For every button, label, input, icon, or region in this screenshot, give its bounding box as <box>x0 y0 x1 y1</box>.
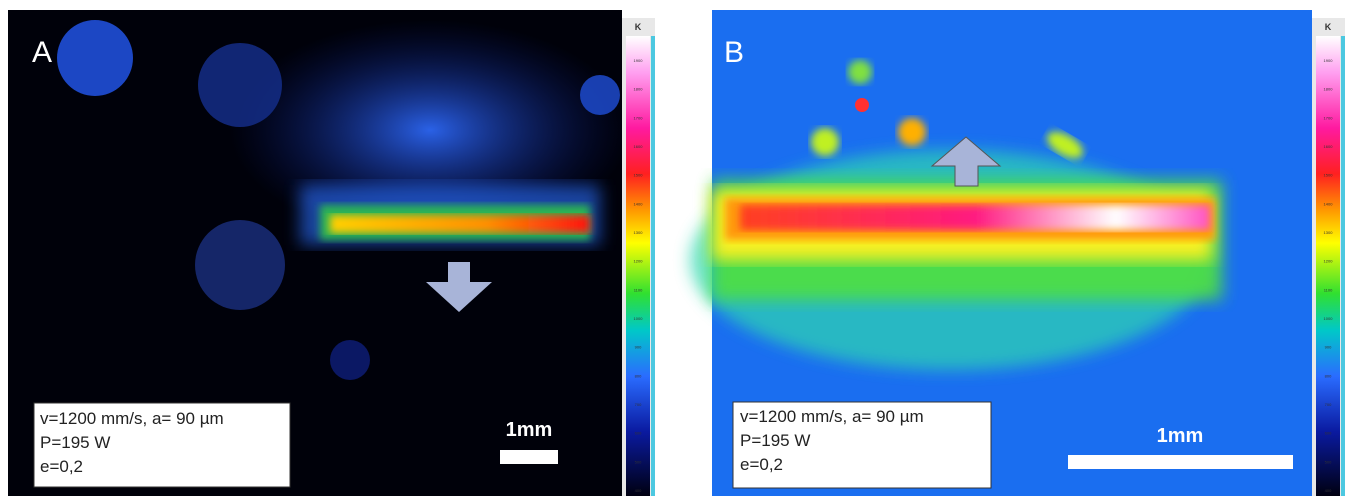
info-line: P=195 W <box>40 433 110 452</box>
panel-a <box>8 10 655 496</box>
arrow <box>426 262 492 312</box>
scale-label: 1mm <box>1157 425 1204 447</box>
colorbar-tick: 800 <box>635 373 642 378</box>
colorbar-tick: 900 <box>1325 345 1332 350</box>
info-line: v=1200 mm/s, a= 90 µm <box>740 407 924 426</box>
colorbar-tick: 1000 <box>1324 316 1334 321</box>
colorbar-tick: 900 <box>635 345 642 350</box>
colorbar-tick: 400 <box>635 488 642 493</box>
colorbar-tick: 600 <box>1325 431 1332 436</box>
colorbar-tick: 1700 <box>634 115 644 120</box>
colorbar-tick: 1200 <box>634 259 644 264</box>
colorbar-tick: 1200 <box>1324 259 1334 264</box>
colorbar-tick: 800 <box>1325 373 1332 378</box>
colorbar-tick: 1800 <box>1324 87 1334 92</box>
colorbar-tick: 1300 <box>1324 230 1334 235</box>
info-line: e=0,2 <box>40 457 83 476</box>
colorbar-tick: 500 <box>635 459 642 464</box>
particle <box>195 220 285 310</box>
scale-bar <box>500 450 558 464</box>
colorbar-unit: K <box>1325 22 1332 32</box>
colorbar-tick: 1100 <box>1324 287 1333 292</box>
colorbar-tick: 1600 <box>634 144 644 149</box>
info-box <box>732 401 992 489</box>
scale-bar <box>1068 455 1293 469</box>
colorbar-tick: 500 <box>1325 459 1332 464</box>
colorbar-tick: 1700 <box>1324 115 1334 120</box>
colorbar-tick: 400 <box>1325 488 1332 493</box>
colorbar-tick: 700 <box>1325 402 1332 407</box>
particle <box>57 20 133 96</box>
colorbar-tick: 1600 <box>1324 144 1334 149</box>
panel-label: B <box>724 36 744 69</box>
particle <box>580 75 620 115</box>
melt-track <box>740 205 1210 230</box>
colorbar-tick: 1900 <box>634 58 644 63</box>
colorbar-tick: 1100 <box>634 287 643 292</box>
info-line: v=1200 mm/s, a= 90 µm <box>40 409 224 428</box>
colorbar-edge <box>651 36 655 496</box>
particle <box>898 118 926 146</box>
info-line: e=0,2 <box>740 455 783 474</box>
colorbar-tick: 1000 <box>634 316 644 321</box>
panel-label: A <box>32 36 52 69</box>
scale-label: 1mm <box>506 419 553 441</box>
particle <box>811 128 839 156</box>
colorbar-tick: 1500 <box>1324 173 1334 178</box>
colorbar-tick: 1900 <box>1324 58 1334 63</box>
particle <box>855 98 869 112</box>
panel-b <box>690 10 1345 496</box>
colorbar-tick: 1400 <box>634 201 644 206</box>
info-box <box>33 402 291 488</box>
colorbar <box>626 36 650 496</box>
colorbar-tick: 700 <box>635 402 642 407</box>
colorbar-unit: K <box>635 22 642 32</box>
melt-track <box>330 215 590 233</box>
particle <box>198 43 282 127</box>
colorbar-tick: 600 <box>635 431 642 436</box>
particle <box>1046 131 1084 159</box>
info-line: P=195 W <box>740 431 810 450</box>
colorbar-tick: 1300 <box>634 230 644 235</box>
arrow <box>930 136 1002 187</box>
colorbar-tick: 1800 <box>634 87 644 92</box>
colorbar <box>1316 36 1340 496</box>
colorbar-tick: 1500 <box>634 173 644 178</box>
colorbar-tick: 1400 <box>1324 201 1334 206</box>
particle <box>848 60 872 84</box>
particle <box>330 340 370 380</box>
colorbar-edge <box>1341 36 1345 496</box>
texts: Av=1200 mm/s, a= 90 µm P=195 W e=0,2 1mm K 19… <box>32 22 1333 493</box>
